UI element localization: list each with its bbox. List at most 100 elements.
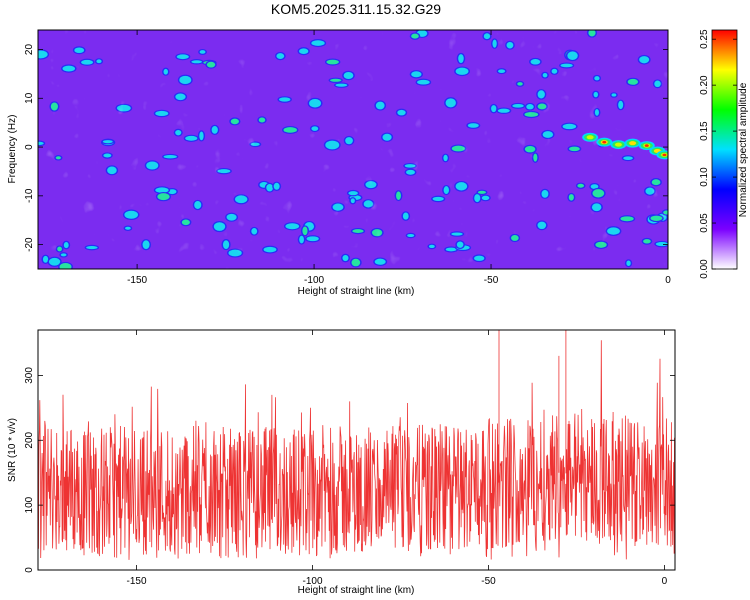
heatmap-cell: [663, 210, 668, 215]
heatmap-cell: [627, 78, 639, 85]
heatmap-cell: [125, 226, 131, 230]
heatmap-cell: [49, 257, 61, 266]
heatmap-cell: [199, 131, 204, 141]
y-tick-label: 100: [24, 496, 35, 513]
snr-series-line: [38, 330, 675, 560]
heatmap-cell: [458, 54, 464, 64]
x-tick-label: -50: [481, 576, 496, 587]
hotspot-inner: [586, 135, 594, 140]
heatmap-cell: [467, 123, 479, 128]
heatmap-cell: [179, 75, 192, 85]
heatmap-cell: [325, 140, 340, 150]
heatmap-cell: [285, 223, 300, 230]
colorbar-ticks: 0.00 0.05 0.10 0.15 0.20 0.25: [699, 29, 737, 279]
heatmap-cell: [103, 153, 112, 158]
heatmap-cell: [38, 141, 44, 145]
heatmap-cell: [326, 59, 339, 65]
heatmap-cell: [560, 63, 573, 68]
heatmap-cell: [417, 79, 430, 85]
x-tick-label: -150: [127, 275, 147, 286]
heatmap-cell: [185, 135, 198, 141]
heatmap-cell: [541, 189, 549, 198]
heatmap-cell: [382, 133, 392, 141]
heatmap-cell: [445, 98, 456, 108]
heatmap-cell: [590, 184, 599, 189]
heatmap-cell: [511, 235, 519, 241]
heatmap-cell: [594, 76, 600, 81]
heatmap-cell: [107, 166, 117, 175]
heatmap-cell: [142, 240, 150, 250]
colorbar-frame: [711, 29, 738, 270]
heatmap-cell: [311, 126, 319, 131]
heatmap-cell: [175, 129, 182, 136]
heatmap-cell: [588, 30, 596, 37]
heatmap-cell: [569, 146, 580, 152]
heatmap-x-axis-label: Height of straight line (km): [298, 286, 415, 297]
heatmap-cell: [456, 241, 464, 248]
heatmap-cell: [530, 59, 541, 65]
heatmap-cell: [309, 99, 322, 108]
heatmap-cell: [645, 187, 655, 195]
heatmap-cell: [266, 184, 274, 192]
heatmap-frame: [37, 29, 669, 270]
colorbar-tick-label: 0.20: [699, 75, 710, 95]
heatmap-cell: [445, 247, 457, 252]
heatmap-y-ticks: -20 -10 0 10 20: [24, 44, 668, 252]
heatmap-cell: [592, 189, 605, 198]
heatmap-cell: [402, 212, 409, 220]
heatmap-cell: [455, 182, 468, 191]
x-tick-label: -100: [304, 275, 324, 286]
heatmap-cell: [350, 198, 355, 204]
heatmap-cell: [163, 68, 168, 75]
heatmap-cell: [607, 227, 620, 235]
heatmap-cell: [375, 101, 385, 110]
heatmap-cell: [483, 33, 491, 40]
colorbar-tick-label: 0.00: [699, 259, 710, 279]
heatmap-cell: [639, 56, 650, 64]
heatmap-cell: [411, 33, 419, 39]
heatmap-cell: [620, 216, 634, 222]
y-tick-label: -10: [24, 188, 35, 203]
heatmap-cell: [343, 71, 354, 80]
heatmap-cell: [396, 191, 401, 200]
heatmap-cell: [372, 229, 383, 237]
heatmap-cell: [591, 203, 602, 212]
heatmap-cell: [498, 69, 506, 73]
heatmap-cell: [335, 83, 348, 87]
heatmap-x-ticks: -150 -100 -50 0: [127, 30, 671, 286]
colorbar: 0.00 0.05 0.10 0.15 0.20 0.25 Normalized spec…: [699, 29, 749, 279]
heatmap-cell: [38, 50, 48, 59]
heatmap-cell: [222, 240, 230, 249]
x-tick-label: -100: [303, 576, 323, 587]
heatmap-cell: [491, 105, 497, 113]
heatmap-cell: [651, 179, 661, 186]
heatmap-cell: [542, 131, 554, 138]
hotspot-inner: [614, 142, 622, 147]
heatmap-cell: [443, 154, 448, 162]
y-tick-label: 10: [24, 92, 35, 104]
heatmap-cell: [273, 182, 280, 190]
heatmap-cell: [258, 117, 266, 123]
heatmap-cell: [191, 60, 203, 64]
heatmap-cell: [474, 255, 485, 261]
heatmap-cell: [181, 219, 190, 226]
heatmap-cell: [330, 78, 342, 82]
heatmap-cell: [50, 102, 58, 111]
heatmap-cell: [146, 161, 159, 170]
heatmap-cell: [213, 222, 226, 231]
colorbar-tick-label: 0.05: [699, 213, 710, 233]
heatmap-cell: [250, 142, 260, 146]
heatmap-cell: [299, 48, 309, 55]
heatmap-cell: [562, 123, 577, 130]
heatmap-cell: [155, 110, 169, 117]
heatmap-cell: [206, 61, 216, 68]
heatmap-cell: [443, 186, 449, 194]
heatmap-cell: [81, 59, 94, 65]
y-tick-label: 300: [24, 367, 35, 384]
heatmap-cell: [217, 169, 231, 174]
heatmap-cell: [517, 82, 523, 86]
heatmap-cell: [524, 145, 536, 153]
heatmap-cell: [611, 93, 617, 97]
heatmap-cell: [406, 169, 415, 175]
